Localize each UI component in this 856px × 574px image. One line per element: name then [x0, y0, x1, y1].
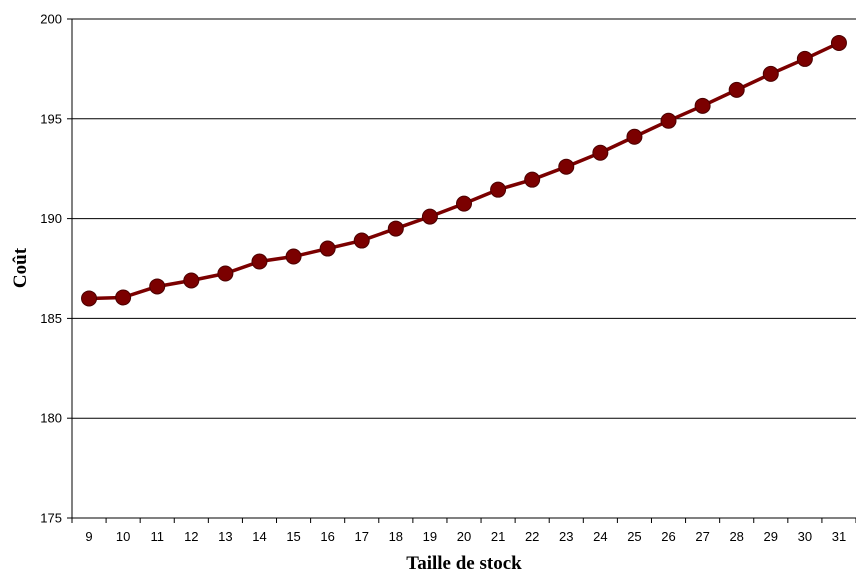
y-tick-label-175: 175 — [40, 511, 62, 526]
data-point-10 — [115, 289, 132, 306]
x-tick-label-13: 13 — [218, 529, 232, 544]
data-point-14 — [251, 253, 268, 270]
x-tick-label-17: 17 — [355, 529, 369, 544]
series-line-0 — [88, 41, 840, 301]
y-tick-labels: 175 180 185 190 195 200 — [40, 12, 62, 526]
y-axis-title: Coût — [10, 247, 31, 288]
data-point-12 — [183, 272, 200, 289]
data-point-28 — [728, 81, 745, 98]
data-point-29 — [762, 65, 779, 82]
data-point-20 — [456, 195, 472, 212]
data-point-22 — [524, 171, 541, 188]
x-tick-label-30: 30 — [798, 529, 812, 544]
data-point-15 — [285, 248, 302, 265]
x-tick-label-29: 29 — [764, 529, 778, 544]
x-tick-label-27: 27 — [695, 529, 709, 544]
x-tick-label-12: 12 — [184, 529, 198, 544]
x-tick-label-10: 10 — [116, 529, 130, 544]
x-tick-label-23: 23 — [559, 529, 573, 544]
x-axis-title: Taille de stock — [406, 553, 522, 574]
x-tick-label-20: 20 — [457, 529, 471, 544]
x-tick-labels: 9 10 11 12 13 14 15 16 17 18 19 20 21 22 23 24 25 26 27 28 2… — [85, 529, 846, 544]
x-tick-label-15: 15 — [286, 529, 300, 544]
x-tick-label-26: 26 — [661, 529, 675, 544]
x-tick-label-14: 14 — [252, 529, 266, 544]
x-tick-label-25: 25 — [627, 529, 641, 544]
data-point-17 — [353, 232, 370, 249]
data-point-30 — [796, 50, 813, 67]
data-point-19 — [421, 208, 438, 225]
x-tick-label-31: 31 — [832, 529, 846, 544]
data-point-27 — [694, 97, 711, 114]
y-tick-label-195: 195 — [40, 111, 62, 126]
data-point-21 — [490, 181, 507, 198]
x-tick-label-11: 11 — [150, 529, 164, 544]
x-tick-label-18: 18 — [389, 529, 403, 544]
data-point-18 — [387, 220, 404, 237]
axes — [67, 18, 856, 523]
data-point-24 — [592, 144, 609, 161]
data-point-26 — [660, 112, 677, 129]
x-tick-label-19: 19 — [423, 529, 437, 544]
x-tick-label-9: 9 — [85, 529, 92, 544]
data-point-23 — [558, 158, 575, 175]
data-point-16 — [319, 240, 336, 257]
data-point-9 — [81, 290, 98, 307]
y-tick-label-185: 185 — [40, 311, 62, 326]
gridlines — [72, 18, 856, 419]
x-tick-label-24: 24 — [593, 529, 607, 544]
x-tick-label-28: 28 — [729, 529, 743, 544]
data-point-25 — [626, 128, 643, 145]
x-tick-label-22: 22 — [525, 529, 539, 544]
data-point-11 — [149, 278, 166, 295]
x-tick-label-16: 16 — [320, 529, 334, 544]
y-tick-label-190: 190 — [40, 211, 62, 226]
data-point-31 — [830, 34, 847, 51]
x-tick-label-21: 21 — [491, 529, 505, 544]
data-point-13 — [217, 265, 234, 282]
series-group — [81, 34, 847, 307]
y-tick-label-200: 200 — [40, 12, 62, 27]
y-tick-label-180: 180 — [40, 411, 62, 426]
